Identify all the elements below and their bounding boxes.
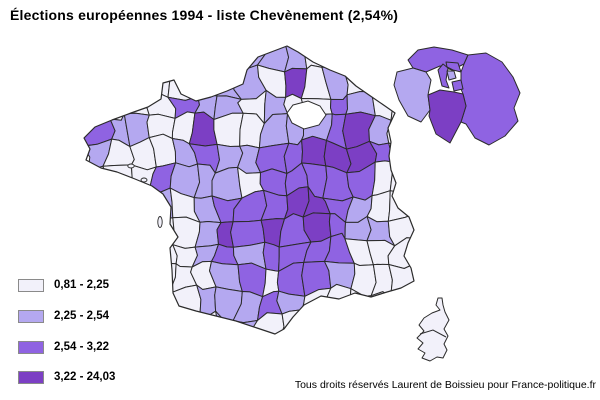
page-title: Élections européennes 1994 - liste Chevè… (10, 7, 399, 23)
department-cell (172, 46, 194, 75)
department-cell (189, 46, 218, 73)
department-cell (84, 46, 107, 78)
inset-val-de-marne (451, 79, 464, 92)
inset-yvelines (393, 67, 432, 123)
department-cell (389, 162, 414, 199)
inset-hauts-de-seine (437, 63, 450, 89)
france-outline (83, 45, 415, 335)
island (157, 216, 163, 228)
department-cell (262, 241, 280, 272)
department-cell (390, 311, 414, 334)
department-cell (189, 66, 218, 98)
inset-essonne (427, 89, 467, 144)
legend-item: 2,54 - 3,22 (18, 340, 109, 354)
department-cell (388, 264, 414, 301)
department-cell (84, 192, 113, 215)
department-cell (103, 46, 125, 75)
inset-seine-et-marne (460, 52, 521, 146)
legend-item: 2,25 - 2,54 (18, 309, 109, 323)
department-cell (84, 210, 116, 240)
department-cell (127, 188, 153, 219)
department-cell (86, 88, 111, 121)
department-cell (146, 235, 178, 265)
department-cell (365, 313, 396, 334)
department-cell (343, 68, 372, 96)
department-cell (345, 313, 374, 334)
department-cell (123, 65, 149, 100)
department-cell (321, 49, 353, 70)
legend-swatch (18, 278, 44, 292)
department-cell (84, 165, 109, 196)
department-cell (343, 46, 372, 74)
department-cell (84, 235, 115, 273)
department-cell (167, 68, 199, 101)
legend-label: 3,22 - 24,03 (54, 371, 116, 383)
legend-swatch (18, 370, 44, 384)
department-cell (126, 235, 154, 268)
department-cell (129, 261, 153, 295)
department-cell (147, 309, 176, 334)
department-cell (365, 46, 392, 74)
department-cell (84, 72, 107, 100)
department-cell (103, 192, 135, 219)
department-cell (152, 217, 175, 246)
department-cell (301, 135, 327, 167)
legend-swatch (18, 309, 44, 323)
department-cell (101, 70, 129, 100)
department-cell (126, 213, 158, 247)
legend-label: 2,25 - 2,54 (54, 310, 109, 322)
copyright-credit: Tous droits réservés Laurent de Boissieu… (294, 379, 596, 391)
legend-item: 3,22 - 24,03 (18, 370, 115, 384)
department-cell (388, 142, 414, 170)
department-cell (211, 166, 243, 202)
island (140, 177, 148, 183)
department-cell (121, 46, 156, 72)
department-cell (364, 70, 392, 96)
department-cell (213, 46, 240, 76)
department-cell (109, 212, 130, 247)
inset-paris (446, 70, 457, 81)
department-cell (131, 312, 155, 334)
department-cell (146, 288, 176, 314)
legend-label: 0,81 - 2,25 (54, 279, 109, 291)
department-cell (389, 295, 414, 321)
department-cell (145, 46, 176, 70)
legend-label: 2,54 - 3,22 (54, 341, 109, 353)
department-cell (169, 309, 201, 334)
legend-swatch (18, 340, 44, 354)
island (127, 163, 135, 169)
department-cell (109, 235, 135, 272)
department-cell (131, 288, 153, 316)
inset-seine-saint-denis (445, 61, 462, 73)
department-cell (301, 309, 326, 334)
corsica-border (419, 329, 447, 338)
department-cell (321, 315, 349, 334)
idf-placeholder (286, 100, 327, 130)
legend-item: 0,81 - 2,25 (18, 278, 109, 292)
department-cell (213, 112, 244, 147)
